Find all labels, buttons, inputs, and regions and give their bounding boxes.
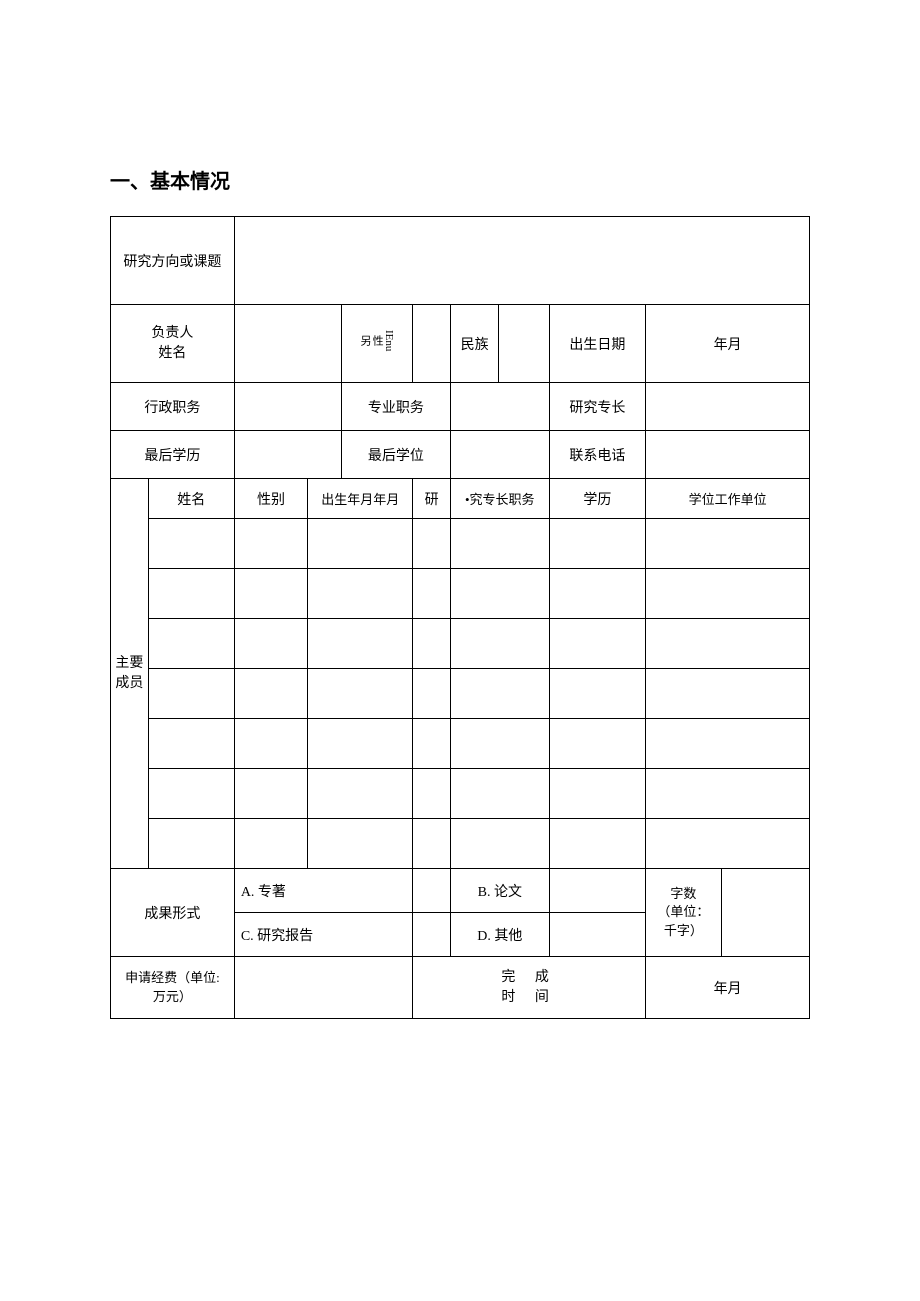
table-cell[interactable] (450, 769, 549, 819)
table-cell[interactable] (646, 769, 810, 819)
label-research-topic: 研究方向或课题 (111, 217, 235, 305)
table-cell[interactable] (234, 669, 307, 719)
value-education[interactable] (234, 431, 341, 479)
table-cell[interactable] (646, 569, 810, 619)
label-admin-post: 行政职务 (111, 383, 235, 431)
label-ethnicity: 民族 (450, 305, 498, 383)
value-degree[interactable] (450, 431, 549, 479)
table-cell[interactable] (549, 769, 646, 819)
table-cell[interactable] (549, 669, 646, 719)
table-cell[interactable] (234, 769, 307, 819)
table-cell[interactable] (413, 519, 451, 569)
label-education: 最后学历 (111, 431, 235, 479)
basic-info-table: 研究方向或课题 负责人 姓名 IEnu 性 另 民族 出生日期 年月 行政职务 … (110, 216, 810, 1019)
table-cell[interactable] (450, 519, 549, 569)
col-spec-post: •究专长职务 (450, 479, 549, 519)
label-phone: 联系电话 (549, 431, 646, 479)
table-cell[interactable] (308, 719, 413, 769)
table-cell[interactable] (413, 569, 451, 619)
label-birth-date: 出生日期 (549, 305, 646, 383)
value-phone[interactable] (646, 431, 810, 479)
label-d-other: D. 其他 (450, 913, 549, 957)
table-cell[interactable] (549, 619, 646, 669)
table-cell[interactable] (450, 569, 549, 619)
table-cell[interactable] (308, 619, 413, 669)
col-research: 研 (413, 479, 451, 519)
table-cell[interactable] (308, 769, 413, 819)
table-cell[interactable] (413, 819, 451, 869)
label-pro-post: 专业职务 (341, 383, 450, 431)
col-degree-unit: 学位工作单位 (646, 479, 810, 519)
table-cell[interactable] (413, 769, 451, 819)
table-cell[interactable] (413, 719, 451, 769)
table-cell[interactable] (646, 669, 810, 719)
table-cell[interactable] (549, 569, 646, 619)
table-cell[interactable] (308, 819, 413, 869)
value-pro-post[interactable] (450, 383, 549, 431)
table-cell[interactable] (148, 719, 234, 769)
value-specialty[interactable] (646, 383, 810, 431)
table-cell[interactable] (234, 519, 307, 569)
table-cell[interactable] (413, 669, 451, 719)
table-cell[interactable] (148, 619, 234, 669)
table-cell[interactable] (646, 819, 810, 869)
table-cell[interactable] (234, 819, 307, 869)
table-cell[interactable] (450, 619, 549, 669)
table-cell[interactable] (148, 569, 234, 619)
value-word-count[interactable] (721, 869, 809, 957)
label-gender: IEnu 性 另 (341, 305, 412, 383)
value-ethnicity[interactable] (499, 305, 549, 383)
table-cell[interactable] (646, 719, 810, 769)
table-cell[interactable] (308, 669, 413, 719)
label-c-report: C. 研究报告 (234, 913, 412, 957)
value-gender[interactable] (413, 305, 451, 383)
label-degree: 最后学位 (341, 431, 450, 479)
table-cell[interactable] (308, 569, 413, 619)
table-cell[interactable] (308, 519, 413, 569)
table-cell[interactable] (646, 519, 810, 569)
col-gender: 性别 (234, 479, 307, 519)
table-cell[interactable] (646, 619, 810, 669)
table-cell[interactable] (549, 819, 646, 869)
table-cell[interactable] (234, 569, 307, 619)
table-cell[interactable] (450, 719, 549, 769)
value-birth-date[interactable]: 年月 (646, 305, 810, 383)
label-specialty: 研究专长 (549, 383, 646, 431)
value-leader-name[interactable] (234, 305, 341, 383)
table-cell[interactable] (148, 519, 234, 569)
label-leader-name: 负责人 姓名 (111, 305, 235, 383)
value-d[interactable] (549, 913, 646, 957)
col-birth: 出生年月年月 (308, 479, 413, 519)
table-cell[interactable] (549, 519, 646, 569)
value-research-topic[interactable] (234, 217, 809, 305)
label-funding: 申请经费（单位: 万元） (111, 957, 235, 1019)
table-cell[interactable] (234, 719, 307, 769)
label-members: 主要 成员 (111, 479, 149, 869)
table-cell[interactable] (234, 619, 307, 669)
value-funding[interactable] (234, 957, 412, 1019)
table-cell[interactable] (148, 819, 234, 869)
label-completion: 完 成 时 间 (413, 957, 646, 1019)
table-cell[interactable] (148, 769, 234, 819)
label-result-form: 成果形式 (111, 869, 235, 957)
value-completion[interactable]: 年月 (646, 957, 810, 1019)
table-cell[interactable] (450, 819, 549, 869)
table-cell[interactable] (413, 619, 451, 669)
section-heading: 一、基本情况 (110, 165, 810, 194)
value-b[interactable] (549, 869, 646, 913)
value-a[interactable] (413, 869, 451, 913)
table-cell[interactable] (450, 669, 549, 719)
table-cell[interactable] (549, 719, 646, 769)
col-name: 姓名 (148, 479, 234, 519)
table-cell[interactable] (148, 669, 234, 719)
value-admin-post[interactable] (234, 383, 341, 431)
value-c[interactable] (413, 913, 451, 957)
label-b-paper: B. 论文 (450, 869, 549, 913)
label-word-count: 字数 （单位： 千字） (646, 869, 722, 957)
label-a-monograph: A. 专著 (234, 869, 412, 913)
col-edu: 学历 (549, 479, 646, 519)
